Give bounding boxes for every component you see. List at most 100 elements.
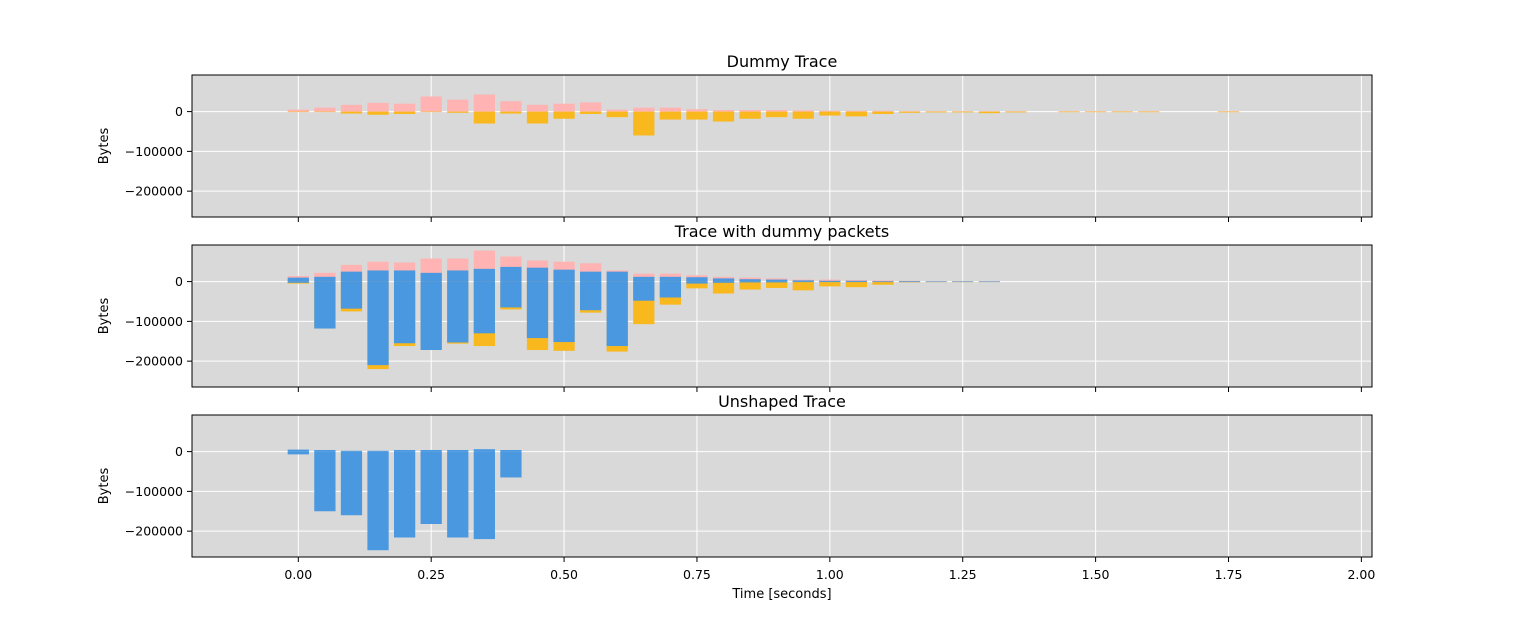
bar-dummy-out (420, 96, 442, 112)
bar-real-out (739, 279, 761, 282)
bar-dummy-in (500, 111, 522, 114)
plot-frame (191, 414, 1373, 558)
bar-dummy-out (898, 111, 921, 112)
bar-dummy-out (447, 99, 469, 112)
x-tick-label: 1.00 (816, 567, 844, 582)
bar-dummy-in (952, 111, 974, 113)
bar-real-in (819, 281, 841, 283)
bar-real-in (393, 281, 416, 344)
bar-real-in (580, 281, 602, 311)
bar-dummy-out (1058, 111, 1080, 112)
bar-dummy-in (553, 111, 575, 119)
y-tick-label: −100000 (125, 144, 183, 159)
bar-real-in (500, 451, 522, 478)
bar-real-out (473, 449, 495, 452)
y-tick-label: −100000 (125, 484, 183, 499)
bar-real-in (287, 281, 309, 283)
bar-real-in (686, 281, 708, 284)
bar-real-out (340, 271, 363, 282)
bar-real-out (314, 276, 336, 282)
plot-frame (191, 74, 1373, 218)
bar-dummy-out (473, 94, 495, 112)
bar-dummy-in (287, 111, 309, 113)
bar-dummy-in (1058, 111, 1080, 113)
bar-real-out (686, 277, 708, 282)
bar-real-out (393, 270, 416, 282)
bar-dummy-out (819, 110, 841, 112)
bar-real-out (712, 278, 735, 282)
bar-dummy-out (792, 110, 814, 112)
bar-real-out (766, 279, 788, 282)
bar-dummy-in (1217, 111, 1240, 113)
bar-real-out (367, 450, 389, 452)
bar-real-out (420, 450, 442, 452)
bar-dummy-in (447, 111, 469, 113)
bar-real-in (633, 281, 655, 301)
bar-real-out (393, 450, 416, 452)
bar-real-in (845, 281, 868, 283)
bar-dummy-out (1111, 111, 1133, 112)
bar-dummy-in (659, 111, 682, 120)
bar-dummy-out (367, 102, 389, 112)
bar-real-in (314, 281, 336, 329)
bar-real-in (314, 451, 336, 512)
panel-3: Unshaped Trace 0 −100000 −200000 Bytes 0.00 0.… (97, 392, 1375, 582)
bar-dummy-in (872, 111, 894, 114)
y-tick-label: −200000 (125, 354, 183, 369)
y-tick-label: −200000 (125, 184, 183, 199)
bar-dummy-in (712, 111, 735, 122)
bar-real-in (712, 281, 735, 283)
y-axis-label: Bytes (97, 128, 112, 165)
bar-real-out (473, 268, 495, 282)
bar-dummy-out (633, 107, 655, 112)
bar-dummy-in (819, 111, 841, 116)
bar-real-in (420, 451, 442, 524)
bar-dummy-out (393, 103, 416, 112)
bar-real-in (287, 451, 309, 455)
bar-dummy-in (340, 111, 363, 114)
bar-dummy-out (978, 111, 1000, 112)
bar-real-in (473, 451, 495, 540)
bar-dummy-out (686, 109, 708, 112)
bar-real-out (287, 449, 309, 452)
bar-real-in (952, 281, 974, 283)
x-tick-label: 1.25 (949, 567, 977, 582)
bar-real-in (925, 281, 947, 283)
bar-dummy-out (845, 110, 868, 112)
bar-real-in (792, 281, 814, 283)
bar-real-out (287, 277, 309, 282)
bar-dummy-out (872, 110, 894, 112)
x-tick-label: 2.00 (1347, 567, 1375, 582)
panel-title: Dummy Trace (727, 52, 838, 71)
bar-dummy-in (633, 111, 655, 136)
bar-dummy-out (314, 107, 336, 112)
bar-dummy-in (1111, 111, 1133, 113)
bar-real-out (580, 271, 602, 282)
panel-title: Trace with dummy packets (674, 222, 890, 241)
bar-dummy-out (1138, 111, 1160, 112)
bar-real-in (367, 451, 389, 551)
bar-real-out (659, 276, 682, 282)
bar-dummy-in (606, 111, 628, 118)
bar-dummy-in (925, 111, 947, 113)
bar-dummy-in (580, 111, 602, 114)
bar-dummy-out (553, 103, 575, 112)
y-tick-label: 0 (175, 444, 183, 459)
x-tick-label: 0.25 (417, 567, 445, 582)
bar-real-out (447, 450, 469, 452)
bar-real-out (553, 269, 575, 282)
bar-dummy-in (739, 111, 761, 119)
bar-real-in (553, 281, 575, 343)
x-axis-label: Time [seconds] (731, 587, 831, 602)
bar-real-out (447, 270, 469, 282)
bar-dummy-in (686, 281, 708, 289)
bar-real-out (500, 266, 522, 282)
bar-dummy-in (1138, 111, 1160, 113)
bar-dummy-in (367, 111, 389, 115)
bar-real-out (606, 271, 628, 282)
bar-dummy-out (952, 111, 974, 112)
bar-dummy-in (819, 281, 841, 287)
bar-real-out (872, 281, 894, 282)
y-tick-label: 0 (175, 104, 183, 119)
